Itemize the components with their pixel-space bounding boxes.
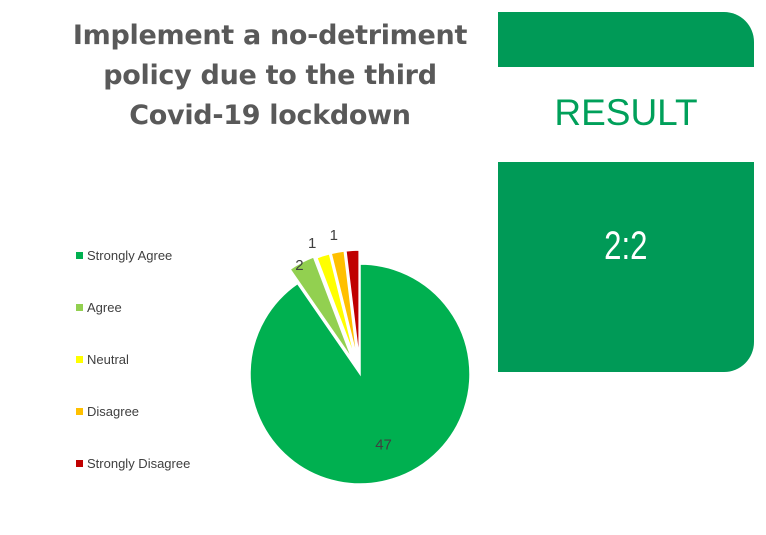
pie-slice-agree [289,256,354,361]
chart-title-line-1: Implement a no-detriment [72,20,468,51]
legend-item-strongly-agree: Strongly Agree [76,248,172,263]
legend-swatch-neutral [76,356,83,363]
chart-title-line-2: policy due to the third [103,60,437,91]
legend-swatch-strongly-agree [76,252,83,259]
pie-slice-neutral [315,252,357,361]
result-label: RESULT [554,92,698,133]
legend-swatch-strongly-disagree [76,460,83,467]
legend-label-neutral: Neutral [87,352,129,367]
legend-swatch-disagree [76,408,83,415]
result-box: 2:2 [498,162,754,372]
legend-label-agree: Agree [87,300,122,315]
legend-item-strongly-disagree: Strongly Disagree [76,456,190,471]
pie-slice-disagree [330,250,359,361]
result-value: 2:2 [604,224,648,268]
legend-item-agree: Agree [76,300,122,315]
data-label-disagree: 1 [330,227,338,244]
legend-item-disagree: Disagree [76,404,139,419]
legend-label-strongly-disagree: Strongly Disagree [87,456,191,471]
data-label-strongly-agree: 47 [375,437,392,454]
legend-label-disagree: Disagree [87,404,140,419]
pie-slice-strongly-agree [249,263,471,485]
data-label-neutral: 1 [308,235,316,252]
header-panel [498,12,754,67]
legend-label-strongly-agree: Strongly Agree [87,248,173,263]
legend-swatch-agree [76,304,83,311]
legend-item-neutral: Neutral [76,352,129,367]
pie-slice-strongly-disagree [345,249,360,361]
data-label-agree: 2 [295,257,303,274]
chart-title-line-3: Covid-19 lockdown [129,100,411,131]
chart-title: Implement a no-detriment policy due to t… [60,16,480,136]
